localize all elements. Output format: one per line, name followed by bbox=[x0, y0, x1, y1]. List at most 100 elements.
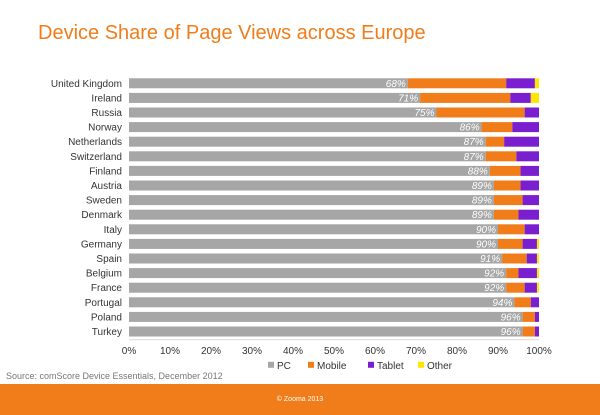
data-label: 86% bbox=[460, 123, 480, 134]
footer-bar: © Zooma 2013 bbox=[0, 384, 600, 415]
bar-tablet bbox=[522, 238, 537, 249]
x-axis-ticks: 0% 10% 20% 30% 40% 50% 60% 70% 80% 90% 100% bbox=[122, 339, 552, 357]
bar-tablet bbox=[530, 297, 539, 308]
bar-pc bbox=[129, 282, 507, 293]
data-label: 87% bbox=[464, 152, 484, 163]
x-tick-label: 100% bbox=[526, 346, 552, 357]
bar-pc bbox=[129, 136, 486, 147]
bar-pc bbox=[129, 311, 523, 322]
bar-mobile bbox=[514, 297, 531, 308]
category-label: Norway bbox=[88, 123, 122, 134]
bar-mobile bbox=[420, 92, 511, 103]
x-tick-label: 80% bbox=[447, 346, 467, 357]
data-label: 92% bbox=[484, 283, 504, 294]
data-label: 68% bbox=[386, 79, 406, 90]
category-label: Sweden bbox=[86, 196, 122, 207]
bar-mobile bbox=[481, 122, 513, 133]
legend-swatch-pc bbox=[268, 361, 274, 368]
bar-mobile bbox=[498, 238, 523, 249]
bar-pc bbox=[129, 151, 486, 162]
bar-mobile bbox=[407, 78, 507, 89]
data-label: 91% bbox=[480, 254, 500, 265]
category-label: Spain bbox=[96, 254, 122, 265]
data-label: 94% bbox=[492, 298, 512, 309]
bar-mobile bbox=[498, 224, 525, 235]
data-label: 89% bbox=[472, 210, 492, 221]
x-tick-label: 90% bbox=[488, 346, 508, 357]
data-label: 90% bbox=[476, 225, 496, 236]
bar-mobile bbox=[493, 195, 523, 206]
bar-tablet bbox=[524, 282, 537, 293]
bar-other bbox=[536, 253, 539, 264]
category-label: Portugal bbox=[85, 298, 122, 309]
bar-pc bbox=[129, 238, 498, 249]
bar-tablet bbox=[522, 195, 539, 206]
bar-tablet bbox=[518, 268, 537, 279]
x-tick-label: 40% bbox=[283, 346, 303, 357]
data-label: 89% bbox=[472, 196, 492, 207]
bar-pc bbox=[129, 326, 523, 337]
data-label: 75% bbox=[414, 108, 434, 119]
bar-pc bbox=[129, 209, 494, 220]
bar-other bbox=[530, 92, 539, 103]
bar-pc bbox=[129, 92, 421, 103]
x-tick-label: 30% bbox=[242, 346, 262, 357]
data-label: 87% bbox=[464, 137, 484, 148]
legend-swatch-other bbox=[418, 361, 424, 368]
bar-pc bbox=[129, 78, 408, 89]
bar-pc bbox=[129, 122, 482, 133]
data-label: 96% bbox=[501, 327, 521, 338]
bar-pc bbox=[129, 297, 515, 308]
bar-mobile bbox=[506, 282, 525, 293]
bar-tablet bbox=[506, 78, 535, 89]
bar-mobile bbox=[502, 253, 527, 264]
category-label: France bbox=[91, 283, 123, 294]
bar-mobile bbox=[489, 165, 521, 176]
legend-swatch-tablet bbox=[368, 361, 374, 368]
data-label: 96% bbox=[501, 312, 521, 323]
category-label: Germany bbox=[81, 239, 122, 250]
legend-label-tablet: Tablet bbox=[377, 361, 404, 372]
bar-tablet bbox=[518, 209, 539, 220]
data-label: 92% bbox=[484, 269, 504, 280]
data-label: 89% bbox=[472, 181, 492, 192]
bar-other bbox=[534, 78, 539, 89]
bar-mobile bbox=[485, 151, 517, 162]
bar-pc bbox=[129, 165, 490, 176]
category-label: United Kingdom bbox=[51, 79, 122, 90]
x-tick-label: 10% bbox=[160, 346, 180, 357]
bar-mobile bbox=[485, 136, 505, 147]
bar-mobile bbox=[436, 107, 525, 118]
bar-tablet bbox=[516, 151, 539, 162]
bar-tablet bbox=[526, 253, 537, 264]
bar-mobile bbox=[493, 180, 521, 191]
x-tick-label: 50% bbox=[324, 346, 344, 357]
bar-other bbox=[536, 268, 539, 279]
legend-swatch-mobile bbox=[308, 361, 314, 368]
category-label: Russia bbox=[91, 108, 122, 119]
legend-label-pc: PC bbox=[277, 361, 291, 372]
bar-pc bbox=[129, 268, 507, 279]
x-tick-label: 0% bbox=[122, 346, 137, 357]
category-label: Poland bbox=[91, 312, 122, 323]
x-tick-label: 60% bbox=[365, 346, 385, 357]
bar-tablet bbox=[520, 165, 539, 176]
category-label: Belgium bbox=[86, 269, 122, 280]
category-label: Netherlands bbox=[68, 137, 122, 148]
bar-tablet bbox=[520, 180, 539, 191]
category-label: Switzerland bbox=[70, 152, 122, 163]
footer-copyright: © Zooma 2013 bbox=[276, 396, 324, 403]
data-label: 71% bbox=[398, 93, 418, 104]
bar-mobile bbox=[522, 311, 535, 322]
legend: PC Mobile Tablet Other bbox=[268, 361, 453, 372]
data-label: 88% bbox=[468, 166, 488, 177]
bar-other bbox=[536, 238, 539, 249]
category-label: Italy bbox=[104, 225, 122, 236]
bar-mobile bbox=[506, 268, 519, 279]
bar-other bbox=[536, 282, 539, 293]
legend-label-other: Other bbox=[427, 361, 453, 372]
bar-tablet bbox=[534, 326, 539, 337]
bar-tablet bbox=[524, 107, 539, 118]
bar-pc bbox=[129, 195, 494, 206]
chart-title: Device Share of Page Views across Europe bbox=[38, 22, 426, 44]
